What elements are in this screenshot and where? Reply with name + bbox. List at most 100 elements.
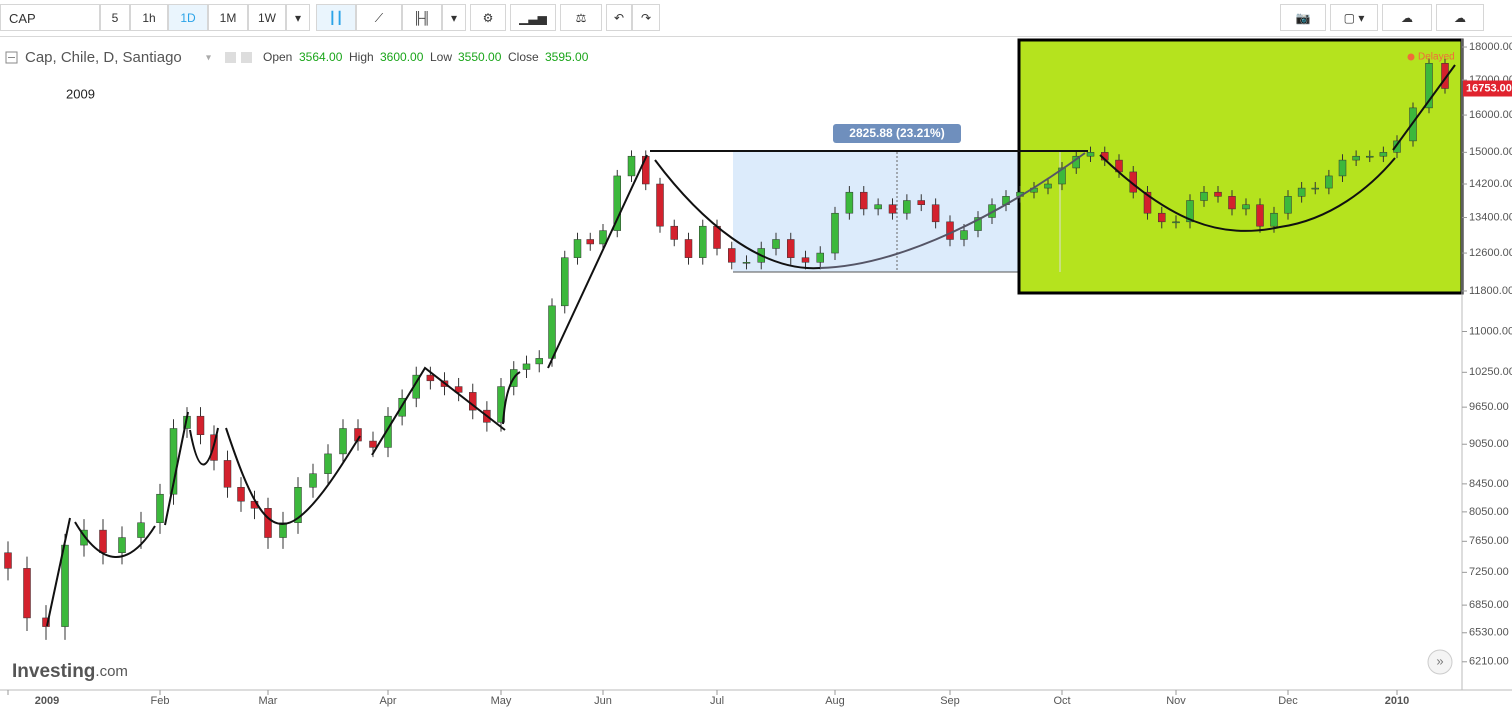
candle-body	[1311, 187, 1319, 190]
screenshot-button[interactable]: 📷	[1280, 4, 1326, 31]
candle-body	[369, 440, 377, 448]
candle-body	[917, 200, 925, 205]
candle-body	[874, 204, 882, 210]
candle-body	[1214, 191, 1222, 197]
interval-button[interactable]: 5	[100, 4, 130, 31]
candle-body	[1352, 155, 1360, 161]
trend-line	[46, 517, 71, 627]
candle-body	[561, 257, 569, 307]
x-tick-label: Sep	[940, 695, 960, 707]
candle-body	[860, 191, 868, 210]
ohlc-value: 3600.00	[380, 50, 424, 64]
scroll-button[interactable]	[1427, 649, 1453, 675]
x-tick-label: Nov	[1166, 695, 1186, 707]
candle-body	[573, 239, 582, 258]
candle-body	[196, 415, 205, 435]
logo-brand: Investing	[12, 661, 95, 682]
candle-body	[845, 191, 854, 214]
last-price-label: 16753.00	[1466, 82, 1512, 94]
settings-button[interactable]: ⚙	[470, 4, 506, 31]
candle-body	[772, 239, 780, 249]
x-tick-label: 2009	[35, 695, 59, 707]
candle-body	[324, 453, 332, 474]
bar-type-button[interactable]: ╟╢	[402, 4, 442, 31]
indicators-button[interactable]: ▁▃▅	[510, 4, 556, 31]
x-tick-label: Mar	[259, 695, 278, 707]
x-tick-label: Jul	[710, 695, 724, 707]
candle-body	[1425, 63, 1433, 109]
icon	[241, 52, 252, 63]
y-tick-label: 8050.00	[1469, 506, 1509, 518]
candle-body	[426, 374, 435, 382]
y-tick-label: 16000.00	[1469, 109, 1512, 121]
trend-line	[1099, 154, 1396, 232]
candle-body	[586, 239, 594, 245]
trend-line	[1392, 64, 1456, 151]
candle-body	[1284, 196, 1292, 214]
y-tick-label: 9650.00	[1469, 401, 1509, 413]
dropdown-icon[interactable]: ▾	[206, 53, 211, 64]
candle-body	[1242, 204, 1250, 210]
y-tick-label: 7250.00	[1469, 566, 1509, 578]
dropdown-button[interactable]: ▾	[286, 4, 310, 31]
dropdown-button[interactable]: ▾	[442, 4, 466, 31]
candle-body	[80, 529, 88, 546]
trend-line	[371, 366, 506, 456]
compare-button[interactable]: ⚖	[560, 4, 602, 31]
color-button[interactable]: ▢ ▾	[1330, 4, 1378, 31]
x-tick-label: Aug	[825, 695, 845, 707]
collapse-icon[interactable]	[5, 51, 18, 64]
y-tick-label: 11000.00	[1469, 325, 1512, 337]
candle-body	[1379, 152, 1388, 157]
trend-line	[225, 427, 361, 525]
candle-body	[787, 239, 795, 258]
y-tick-label: 15000.00	[1469, 146, 1512, 158]
save-button[interactable]: ☁	[1436, 4, 1484, 31]
icon	[225, 52, 236, 63]
candle-body	[237, 487, 245, 502]
candle-body	[1058, 167, 1066, 185]
candle-body	[816, 252, 824, 263]
symbol-input[interactable]: CAP	[0, 4, 100, 31]
candle-body	[974, 217, 982, 231]
candle-body	[1143, 191, 1152, 214]
x-tick-label: Apr	[379, 695, 396, 707]
candle-body	[946, 221, 954, 240]
candle-body	[384, 415, 392, 448]
candle-body	[118, 537, 126, 554]
undo-button[interactable]: ↶	[606, 4, 632, 31]
interval-button[interactable]: 1W	[248, 4, 286, 31]
candle-body	[903, 200, 911, 214]
candle-body	[801, 257, 810, 263]
candle-body	[223, 460, 232, 488]
interval-button[interactable]: 1h	[130, 4, 168, 31]
candle-body	[1297, 187, 1306, 197]
candle-body	[454, 386, 463, 393]
y-tick-label: 6210.00	[1469, 656, 1509, 668]
candle-body	[1325, 175, 1333, 189]
redo-button[interactable]: ↷	[632, 4, 660, 31]
y-tick-label: 6530.00	[1469, 627, 1509, 639]
candle-body	[522, 363, 531, 370]
candle-type-button[interactable]: ┃┃	[316, 4, 356, 31]
line-type-button[interactable]: ⟋	[356, 4, 402, 31]
candle-body	[1200, 191, 1208, 201]
candle-body	[831, 212, 839, 254]
interval-button[interactable]: 1M	[208, 4, 248, 31]
last-price-badge	[1463, 80, 1512, 97]
candle-body	[294, 487, 302, 523]
measure-label: 2825.88 (23.21%)	[849, 126, 944, 140]
load-button[interactable]: ☁	[1382, 4, 1432, 31]
symbol-title: Cap, Chile, D, Santiago	[25, 49, 182, 66]
candle-body	[548, 305, 556, 359]
ohlc-label: Close	[508, 50, 539, 64]
candle-body	[4, 552, 12, 569]
candle-body	[1158, 212, 1166, 223]
trend-line	[164, 411, 189, 526]
highlight-box	[1017, 38, 1464, 295]
logo: Investing.com	[12, 661, 128, 682]
candle-body	[156, 493, 164, 523]
x-tick-label: May	[491, 695, 512, 707]
interval-button[interactable]: 1D	[168, 4, 208, 31]
